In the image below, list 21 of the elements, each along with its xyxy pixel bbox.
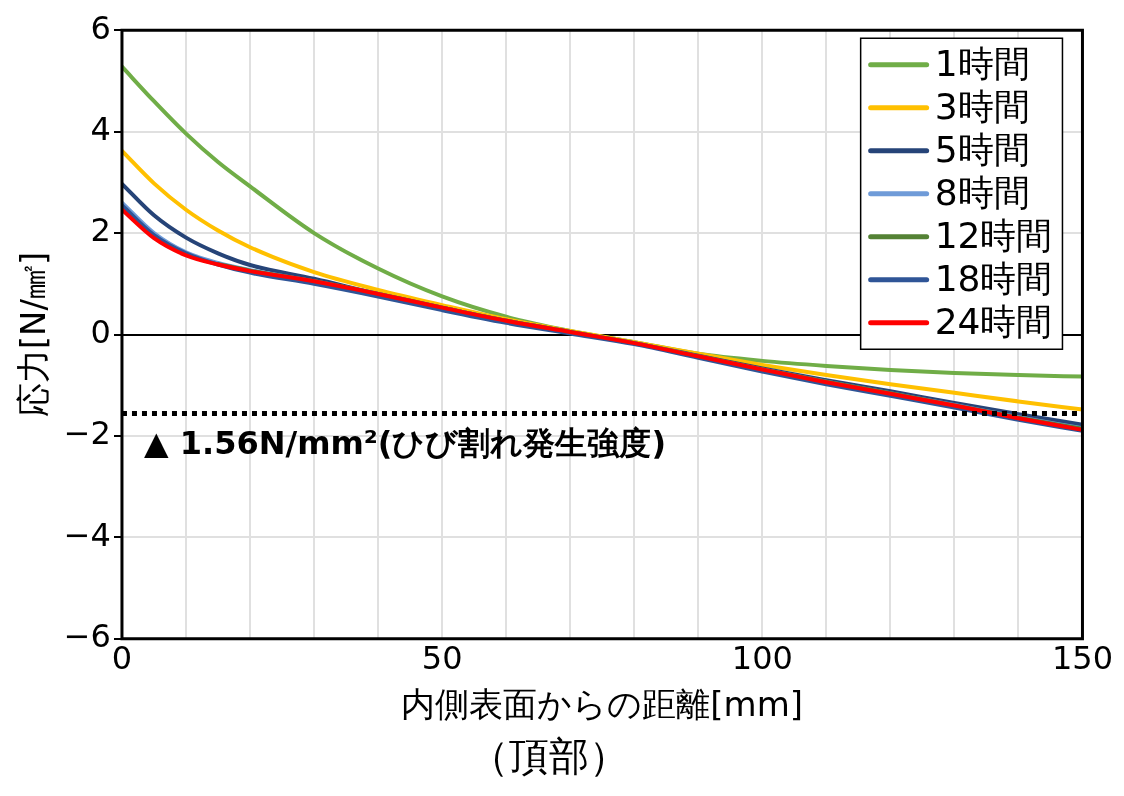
legend-label: 12時間	[934, 215, 1053, 257]
y-tick-label: −6	[63, 617, 111, 656]
y-tick-label: 2	[90, 211, 111, 250]
x-tick-label: 50	[421, 639, 463, 678]
y-tick-label: 6	[90, 8, 111, 47]
legend-label: 3時間	[934, 86, 1030, 128]
text: （頂部）	[469, 733, 629, 780]
ref-line-label: ▲ 1.56N/mm²(ひび割れ発生強度)	[143, 423, 667, 462]
legend-label: 8時間	[934, 172, 1030, 214]
y-axis-title: 応力[N/㎟]	[13, 251, 54, 418]
legend-label: 24時間	[934, 301, 1053, 343]
legend-label: 1時間	[934, 43, 1030, 85]
legend-label: 18時間	[934, 258, 1053, 300]
y-tick-label: 0	[90, 312, 111, 351]
x-tick-label: 150	[1051, 639, 1113, 678]
x-tick-label: 100	[731, 639, 793, 678]
y-tick-label: 4	[90, 109, 111, 148]
x-axis-title: 内側表面からの距離[mm]	[401, 684, 804, 725]
y-tick-label: −4	[63, 515, 111, 554]
legend-label: 5時間	[934, 129, 1030, 171]
y-tick-label: −2	[63, 414, 111, 453]
